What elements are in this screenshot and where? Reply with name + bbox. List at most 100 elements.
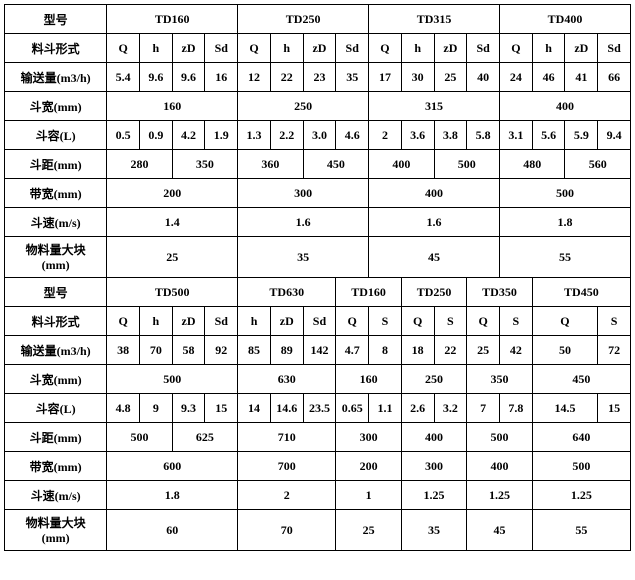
cell: Sd (205, 34, 238, 63)
label-bucket-width: 斗宽(mm) (5, 365, 107, 394)
cell: 23 (303, 63, 336, 92)
cell: 480 (500, 150, 565, 179)
cell: 600 (107, 452, 238, 481)
cell: 500 (467, 423, 532, 452)
cell: S (598, 307, 631, 336)
cell: 5.8 (467, 121, 500, 150)
cell: TD350 (467, 278, 532, 307)
cell: 14.6 (270, 394, 303, 423)
cell: 700 (238, 452, 336, 481)
cell: 70 (238, 510, 336, 551)
row-model-top: 型号 TD160 TD250 TD315 TD400 (5, 5, 631, 34)
cell: 14.5 (532, 394, 597, 423)
cell: 60 (107, 510, 238, 551)
cell: 625 (172, 423, 237, 452)
cell: 1.6 (238, 208, 369, 237)
cell: 1.25 (532, 481, 630, 510)
cell: 58 (172, 336, 205, 365)
cell: S (434, 307, 467, 336)
label-bucket-form: 料斗形式 (5, 34, 107, 63)
cell: Q (369, 34, 402, 63)
row-bucket-pitch-top: 斗距(mm) 280 350 360 450 400 500 480 560 (5, 150, 631, 179)
cell: 710 (238, 423, 336, 452)
cell: 560 (565, 150, 631, 179)
cell: 200 (336, 452, 401, 481)
row-belt-width-bottom: 带宽(mm) 600 700 200 300 400 500 (5, 452, 631, 481)
row-model-bottom: 型号 TD500 TD630 TD160 TD250 TD350 TD450 (5, 278, 631, 307)
cell: 16 (205, 63, 238, 92)
cell: TD250 (401, 278, 466, 307)
cell: 25 (467, 336, 500, 365)
label-bucket-pitch: 斗距(mm) (5, 150, 107, 179)
cell: TD160 (107, 5, 238, 34)
cell: Sd (467, 34, 500, 63)
cell: 23.5 (303, 394, 336, 423)
cell: 500 (532, 452, 630, 481)
label-model: 型号 (5, 278, 107, 307)
cell: 160 (107, 92, 238, 121)
cell: 400 (500, 92, 631, 121)
cell: 55 (532, 510, 630, 551)
cell: 9.6 (139, 63, 172, 92)
label-max-lump: 物料量大块(mm) (5, 237, 107, 278)
cell: 35 (401, 510, 466, 551)
cell: Q (238, 34, 271, 63)
cell: h (139, 307, 172, 336)
cell: 5.9 (565, 121, 598, 150)
row-bucket-width-top: 斗宽(mm) 160 250 315 400 (5, 92, 631, 121)
cell: 46 (532, 63, 565, 92)
cell: 8 (369, 336, 402, 365)
cell: 4.6 (336, 121, 369, 150)
cell: 89 (270, 336, 303, 365)
row-throughput-bottom: 输送量(m3/h) 38 70 58 92 85 89 142 4.7 8 18… (5, 336, 631, 365)
cell: 18 (401, 336, 434, 365)
label-belt-width: 带宽(mm) (5, 179, 107, 208)
cell: 45 (369, 237, 500, 278)
cell: TD630 (238, 278, 336, 307)
cell: 160 (336, 365, 401, 394)
cell: 3.2 (434, 394, 467, 423)
cell: 2 (369, 121, 402, 150)
cell: 35 (238, 237, 369, 278)
cell: h (139, 34, 172, 63)
cell: 250 (238, 92, 369, 121)
cell: TD400 (500, 5, 631, 34)
cell: 5.6 (532, 121, 565, 150)
cell: TD315 (369, 5, 500, 34)
cell: 25 (107, 237, 238, 278)
cell: 640 (532, 423, 630, 452)
cell: TD160 (336, 278, 401, 307)
row-bucket-speed-bottom: 斗速(m/s) 1.8 2 1 1.25 1.25 1.25 (5, 481, 631, 510)
cell: 4.8 (107, 394, 140, 423)
cell: 41 (565, 63, 598, 92)
cell: 22 (434, 336, 467, 365)
cell: 350 (172, 150, 237, 179)
cell: Q (336, 307, 369, 336)
cell: 300 (336, 423, 401, 452)
cell: Sd (303, 307, 336, 336)
cell: h (401, 34, 434, 63)
cell: h (270, 34, 303, 63)
cell: 630 (238, 365, 336, 394)
label-bucket-cap: 斗容(L) (5, 394, 107, 423)
cell: 1.1 (369, 394, 402, 423)
cell: 2 (238, 481, 336, 510)
cell: 360 (238, 150, 303, 179)
cell: TD500 (107, 278, 238, 307)
cell: 9.6 (172, 63, 205, 92)
label-bucket-speed: 斗速(m/s) (5, 481, 107, 510)
cell: 1.25 (401, 481, 466, 510)
cell: TD250 (238, 5, 369, 34)
row-bucket-speed-top: 斗速(m/s) 1.4 1.6 1.6 1.8 (5, 208, 631, 237)
cell: 42 (500, 336, 533, 365)
cell: 15 (205, 394, 238, 423)
label-model: 型号 (5, 5, 107, 34)
row-bucket-form-top: 料斗形式 Q h zD Sd Q h zD Sd Q h zD Sd Q h z… (5, 34, 631, 63)
cell: Sd (336, 34, 369, 63)
cell: 5.4 (107, 63, 140, 92)
cell: h (532, 34, 565, 63)
cell: 500 (107, 423, 172, 452)
cell: 0.9 (139, 121, 172, 150)
cell: Sd (598, 34, 631, 63)
cell: 70 (139, 336, 172, 365)
